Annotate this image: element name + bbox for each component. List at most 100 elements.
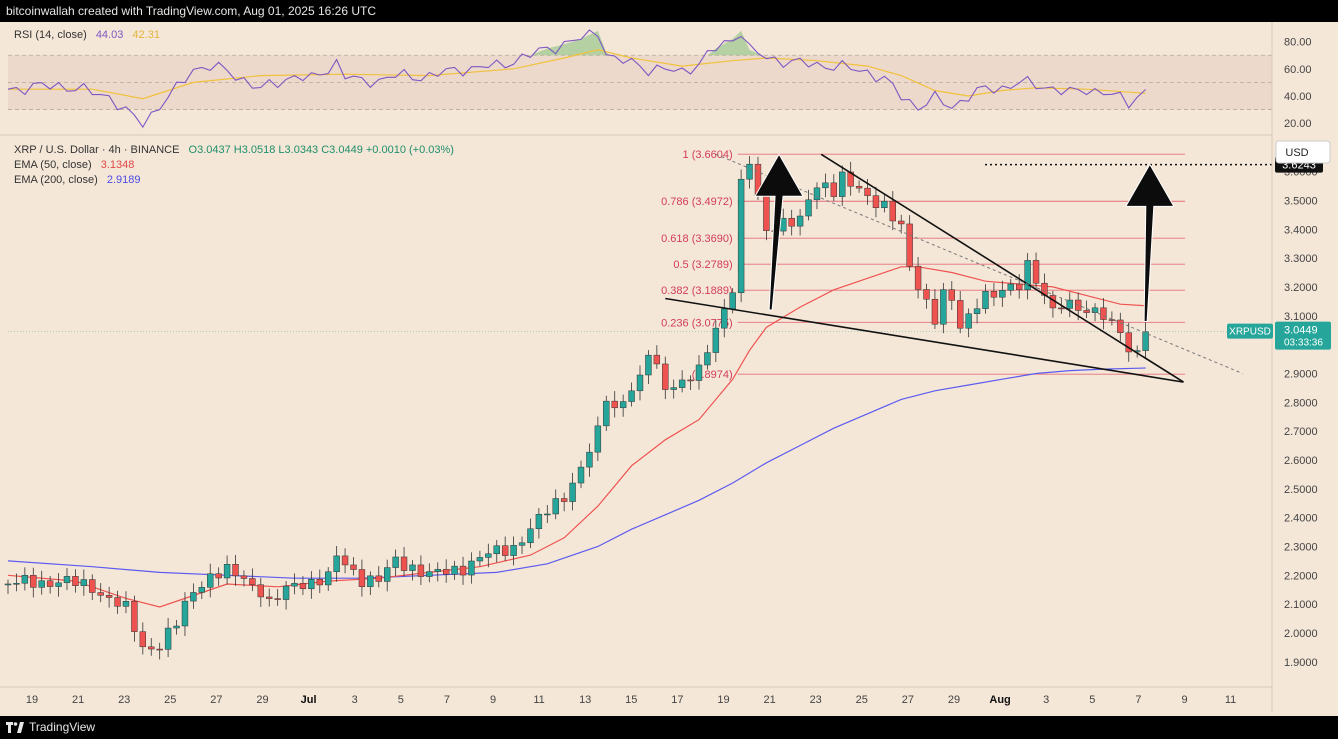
candle-body — [308, 578, 315, 590]
candle-body — [864, 187, 871, 196]
candle-body — [223, 564, 231, 579]
candle-body — [687, 379, 694, 382]
candle-48 — [409, 560, 416, 581]
candle-body — [965, 313, 972, 329]
candle-53 — [451, 560, 458, 580]
candle-body — [139, 631, 147, 648]
candle-79 — [670, 379, 677, 399]
candle-110 — [931, 289, 939, 330]
candle-68 — [577, 460, 585, 489]
candle-body — [55, 582, 62, 587]
candle-body — [552, 498, 559, 515]
candle-126 — [1066, 292, 1073, 318]
ema200-value: 2.9189 — [106, 174, 141, 186]
tradingview-logo: TradingView — [6, 716, 95, 739]
candle-117 — [990, 283, 998, 307]
candle-body — [400, 556, 408, 571]
candle-34 — [291, 573, 298, 595]
candle-body — [451, 565, 458, 575]
candle-body — [535, 513, 543, 530]
candle-body — [131, 601, 138, 632]
candle-body — [316, 578, 323, 586]
candle-8 — [72, 569, 79, 593]
candle-body — [1083, 310, 1090, 313]
rsi-value: 44.03 — [95, 29, 124, 41]
candle-20 — [173, 619, 180, 635]
candle-72 — [611, 391, 618, 418]
candle-56 — [476, 550, 484, 567]
watermark-header: bitcoinwallah created with TradingView.c… — [0, 0, 1338, 22]
candle-33 — [282, 581, 290, 610]
price-tag: 3.0449 — [1284, 325, 1318, 337]
candle-122 — [1032, 252, 1040, 289]
y-tick-2: 3.4000 — [1284, 224, 1318, 236]
candle-37 — [316, 569, 323, 594]
candle-body — [1016, 283, 1023, 290]
candle-82 — [695, 355, 703, 390]
candle-123 — [1041, 273, 1048, 305]
candle-body — [173, 625, 180, 629]
candle-10 — [89, 574, 96, 601]
candle-104 — [881, 195, 888, 213]
rsi-ma-line — [8, 49, 1146, 100]
candle-body — [13, 583, 20, 585]
candle-52 — [442, 559, 450, 583]
price-tag-bg — [1275, 321, 1331, 350]
chart-svg[interactable]: 1 (3.6604) 0.786 (3.4972) 0.618 (3.3690) 0.… — [0, 22, 1338, 716]
candle-80 — [678, 370, 686, 393]
candle-28 — [240, 570, 248, 587]
candle-body — [367, 575, 374, 587]
candle-body — [80, 579, 88, 586]
candle-body — [1066, 299, 1073, 309]
candle-4 — [38, 570, 45, 595]
candle-body — [341, 555, 349, 566]
candle-body — [1125, 332, 1132, 353]
candle-body — [97, 592, 104, 596]
tradingview-logo-icon — [6, 722, 24, 733]
candle-body — [426, 571, 433, 577]
candle-112 — [948, 281, 955, 310]
chart-area[interactable]: 1 (3.6604) 0.786 (3.4972) 0.618 (3.3690) 0.… — [0, 22, 1338, 716]
wedge-upper-line — [820, 153, 1184, 383]
candle-body — [518, 542, 526, 546]
y-tick-7: 2.9000 — [1284, 368, 1318, 380]
candle-84 — [712, 320, 720, 363]
x-tick-21: Aug — [989, 694, 1010, 706]
candle-body — [274, 598, 281, 600]
candle-body — [291, 583, 298, 587]
candle-body — [999, 290, 1006, 298]
candle-40 — [341, 548, 349, 574]
rsi-tick-2: 40.00 — [1284, 91, 1312, 103]
candle-body — [1007, 283, 1014, 291]
footer-bar: TradingView — [0, 716, 1338, 739]
candle-5 — [46, 575, 54, 594]
y-tick-4: 3.2000 — [1284, 282, 1318, 294]
x-tick-12: 13 — [579, 694, 591, 706]
candle-body — [375, 575, 382, 582]
candle-body — [1024, 260, 1031, 290]
candle-130 — [1100, 298, 1107, 330]
candle-body — [527, 528, 534, 544]
rsi-pane — [7, 29, 1272, 129]
candle-54 — [459, 556, 467, 585]
candle-body — [190, 592, 197, 602]
ema50-label: EMA (50, close) — [14, 159, 92, 171]
candle-body — [4, 583, 12, 586]
candle-body — [670, 387, 677, 390]
candle-body — [409, 564, 416, 571]
y-tick-16: 2.0000 — [1284, 628, 1318, 640]
candle-body — [105, 595, 113, 598]
x-tick-5: 29 — [256, 694, 268, 706]
candle-17 — [148, 638, 155, 656]
candle-body — [948, 289, 955, 301]
candle-66 — [560, 492, 568, 512]
candle-15 — [131, 595, 138, 642]
candle-body — [434, 569, 441, 572]
candle-101 — [855, 180, 863, 193]
candle-63 — [535, 508, 543, 539]
candle-135 — [1142, 322, 1149, 360]
candle-body — [881, 200, 888, 208]
fib-label-5: 0.236 (3.0775) — [661, 317, 733, 329]
candle-body — [333, 555, 340, 573]
rsi-overbought-fill — [513, 30, 767, 56]
